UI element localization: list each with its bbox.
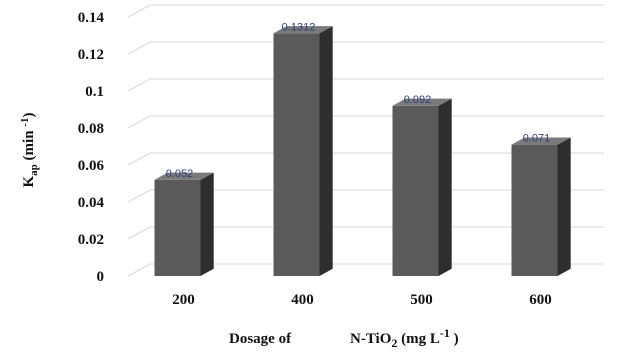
gridline — [127, 4, 604, 18]
bar: 0.092 — [392, 94, 452, 276]
bars: 0.052 0.1312 0.092 0.071 — [154, 21, 571, 276]
bar-side — [200, 172, 214, 276]
y-tick-label: 0.12 — [78, 47, 104, 63]
gridlines — [127, 4, 604, 277]
y-axis-label: Kap (min -1) — [19, 113, 40, 188]
data-label: 0.092 — [404, 94, 432, 106]
bar-top — [154, 172, 214, 180]
x-tick-label: 200 — [172, 292, 195, 308]
x-axis-label: Dosage of — [229, 331, 292, 347]
y-axis-ticks: 0 0.02 0.04 0.06 0.08 0.1 0.12 0.14 — [78, 10, 105, 285]
y-tick-label: 0.04 — [78, 195, 105, 211]
bar-front — [154, 179, 201, 276]
bar: 0.052 — [154, 168, 214, 276]
data-label: 0.1312 — [282, 21, 316, 33]
gridline — [127, 263, 604, 277]
bar: 0.1312 — [273, 21, 333, 276]
y-tick-label: 0.14 — [78, 10, 105, 26]
bar-top — [273, 26, 333, 34]
x-tick-label: 500 — [410, 292, 433, 308]
x-tick-label: 600 — [529, 292, 552, 308]
x-axis-label-formula: N-TiO2 (mg L-1 ) — [350, 326, 459, 350]
y-tick-label: 0.08 — [78, 121, 104, 137]
y-tick-label: 0 — [97, 269, 105, 285]
x-axis-ticks: 200 400 500 600 — [172, 292, 552, 308]
gridline — [127, 115, 604, 129]
gridline — [127, 41, 604, 55]
bar-top — [511, 137, 571, 145]
x-tick-label: 400 — [291, 292, 314, 308]
y-tick-label: 0.1 — [85, 84, 104, 100]
gridline — [127, 152, 604, 166]
gridline — [127, 78, 604, 92]
bar-side — [557, 137, 571, 276]
bar-front — [511, 144, 558, 276]
gridline — [127, 189, 604, 203]
bar: 0.071 — [511, 133, 571, 276]
bar-front — [273, 33, 320, 276]
gridline — [127, 226, 604, 240]
y-tick-label: 0.06 — [78, 158, 105, 174]
data-label: 0.071 — [523, 133, 551, 145]
bar-side — [319, 26, 333, 276]
data-label: 0.052 — [166, 168, 194, 180]
bar-front — [392, 105, 439, 276]
bar-top — [392, 98, 452, 106]
y-tick-label: 0.02 — [78, 232, 104, 248]
bar-side — [438, 98, 452, 276]
